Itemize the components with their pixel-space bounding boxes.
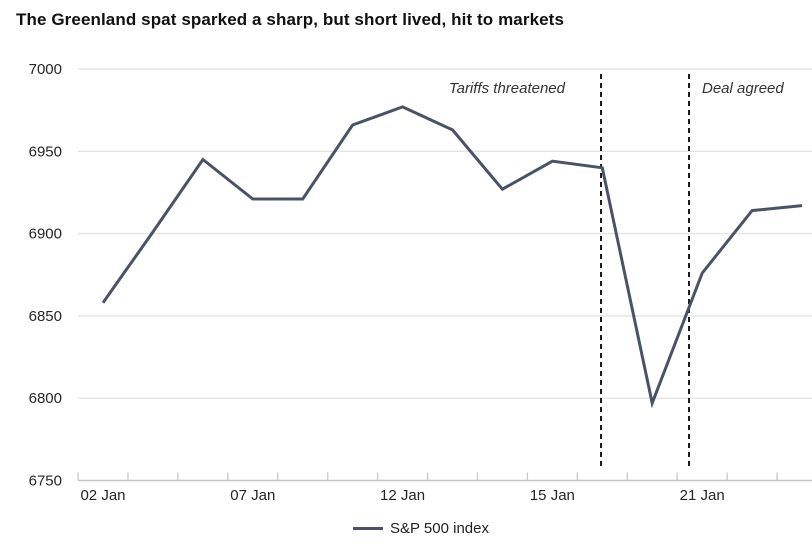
x-tick-label: 02 Jan <box>80 487 125 504</box>
y-tick-label: 6850 <box>29 308 62 325</box>
series-line <box>101 105 803 409</box>
y-tick-label: 7000 <box>29 61 62 78</box>
y-tick-label: 6950 <box>29 143 62 160</box>
legend-label: S&P 500 index <box>390 520 489 537</box>
chart-title: The Greenland spat sparked a sharp, but … <box>16 10 565 29</box>
y-tick-label: 6750 <box>29 473 62 490</box>
legend-line-marker <box>353 527 384 530</box>
x-tick-label: 21 Jan <box>680 487 725 504</box>
y-tick-label: 6900 <box>29 226 62 243</box>
legend: S&P 500 index <box>0 520 812 537</box>
x-tick-label: 07 Jan <box>230 487 275 504</box>
x-tick-label: 12 Jan <box>380 487 425 504</box>
y-tick-label: 6800 <box>29 390 62 407</box>
x-tick-label: 15 Jan <box>530 487 575 504</box>
annotation-label: Deal agreed <box>702 80 784 97</box>
annotation-label: Tariffs threatened <box>449 80 566 97</box>
